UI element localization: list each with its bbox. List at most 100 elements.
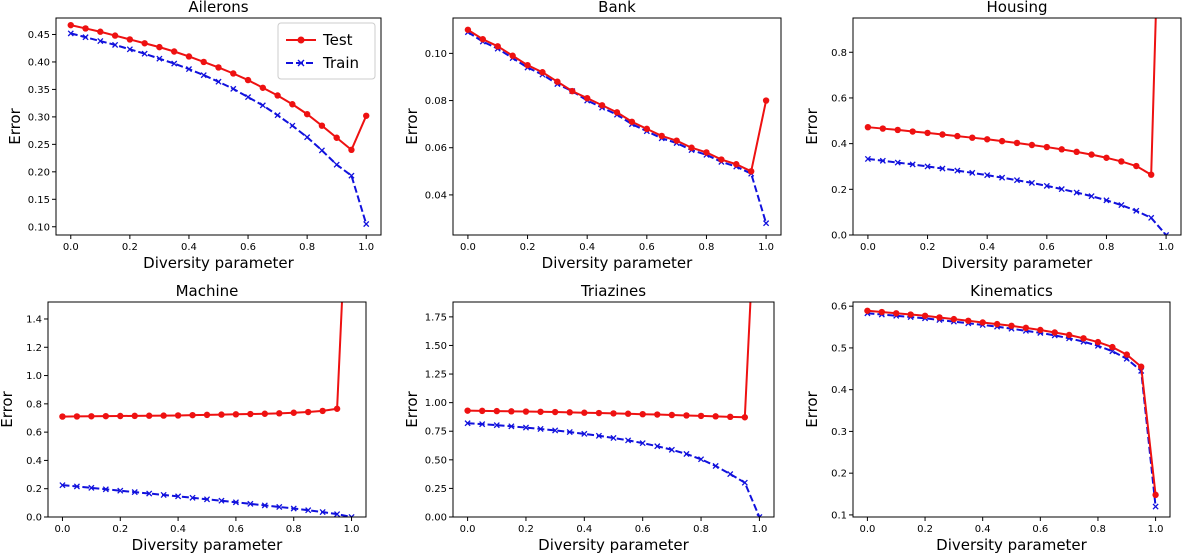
train-point <box>289 122 296 129</box>
train-point <box>879 157 886 164</box>
train-point <box>67 30 74 37</box>
test-point <box>539 69 546 76</box>
test-point <box>979 319 986 326</box>
test-point <box>319 407 326 415</box>
test-point <box>1088 151 1095 158</box>
x-tick-label: 0.2 <box>520 242 536 253</box>
test-point <box>747 168 755 175</box>
y-tick-label: 0.25 <box>28 140 50 151</box>
test-point <box>551 408 559 416</box>
y-tick-label: 0.20 <box>28 167 50 178</box>
legend: Test Train <box>277 22 376 80</box>
test-point <box>363 112 370 119</box>
train-point <box>146 490 153 497</box>
train-point <box>969 169 976 176</box>
plot-frame <box>852 17 1182 236</box>
test-point <box>1133 162 1140 170</box>
test-point <box>668 411 676 419</box>
test-point <box>683 412 690 419</box>
train-point <box>126 46 133 53</box>
x-axis-label: Diversity parameter <box>538 536 690 554</box>
test-point <box>276 410 283 417</box>
train-series-line <box>467 31 768 224</box>
test-point <box>156 43 163 51</box>
test-series-line <box>467 28 768 173</box>
train-point <box>247 500 254 507</box>
plot-frame <box>852 301 1171 518</box>
test-point <box>643 125 651 133</box>
y-tick-label: 1.75 <box>425 312 447 323</box>
chart-panel: Housing 0.0 0.2 0.4 0.6 0.8 1.0 0.0 0.2 0.4 0.6 0.8… <box>803 0 1182 272</box>
train-point <box>290 505 297 512</box>
y-tick-label: 0.30 <box>28 112 50 123</box>
test-point <box>259 84 267 91</box>
test-point <box>1028 141 1036 149</box>
train-point <box>218 497 225 504</box>
plot-area <box>67 21 370 228</box>
y-tick-label: 0.4 <box>831 139 847 150</box>
train-point <box>203 496 211 503</box>
x-tick-label: 0.2 <box>122 242 138 253</box>
y-tick-label: 0.50 <box>425 455 447 466</box>
y-tick-label: 1.00 <box>425 398 447 409</box>
y-tick-label: 0.6 <box>26 428 42 439</box>
x-tick-label: 0.8 <box>286 524 302 535</box>
test-point <box>924 129 931 137</box>
x-axis-label: Diversity parameter <box>936 536 1088 554</box>
x-tick-label: 0.0 <box>63 242 79 253</box>
test-point <box>965 317 972 324</box>
test-point <box>348 89 354 95</box>
y-axis-label: Error <box>403 390 421 427</box>
y-tick-label: 0.40 <box>28 57 50 68</box>
y-tick-label: 1.4 <box>26 314 42 325</box>
test-point <box>289 101 296 108</box>
plot-area <box>864 18 1170 235</box>
train-point <box>1058 186 1065 193</box>
train-point <box>1028 179 1035 186</box>
train-point <box>639 440 646 447</box>
x-tick-label: 0.0 <box>55 524 71 535</box>
y-tick-label: 0.2 <box>831 469 847 480</box>
test-point <box>624 410 632 417</box>
chart-title: Machine <box>176 282 239 300</box>
x-axis-label: Diversity parameter <box>942 254 1094 272</box>
test-point <box>658 132 665 140</box>
test-point <box>921 312 929 319</box>
test-point <box>1137 363 1145 370</box>
train-point <box>537 425 544 433</box>
train-point <box>319 508 326 516</box>
y-tick-label: 0.00 <box>425 513 447 524</box>
test-point <box>688 144 695 151</box>
train-point <box>276 503 283 511</box>
train-point <box>305 507 312 514</box>
test-point <box>333 405 341 412</box>
train-point <box>88 484 95 491</box>
test-point <box>537 408 544 415</box>
test-point <box>261 410 269 417</box>
chart-panel: Ailerons 0.0 0.2 0.4 0.6 0.8 1.0 0.10 0.15 0.20 0.… <box>6 0 382 272</box>
chart-title: Kinematics <box>970 282 1053 300</box>
train-point <box>1073 189 1080 196</box>
test-point <box>247 410 254 418</box>
test-point <box>907 311 914 318</box>
chart-title: Bank <box>598 0 636 16</box>
test-point <box>983 136 991 143</box>
x-tick-label: 0.6 <box>639 242 655 253</box>
test-point <box>141 40 148 47</box>
train-series-line <box>867 157 1167 235</box>
test-point <box>1152 491 1159 499</box>
x-tick-label: 0.4 <box>576 524 592 535</box>
test-point <box>111 32 119 39</box>
test-point <box>67 21 74 29</box>
test-point <box>610 410 617 417</box>
test-point <box>464 26 472 33</box>
test-point <box>950 315 958 323</box>
legend-test-marker <box>297 36 305 44</box>
train-point <box>363 220 370 228</box>
test-point <box>595 409 603 417</box>
train-point <box>552 427 559 434</box>
test-point <box>969 134 976 141</box>
test-point <box>1013 139 1021 147</box>
test-point <box>131 412 138 420</box>
test-point <box>762 97 770 104</box>
